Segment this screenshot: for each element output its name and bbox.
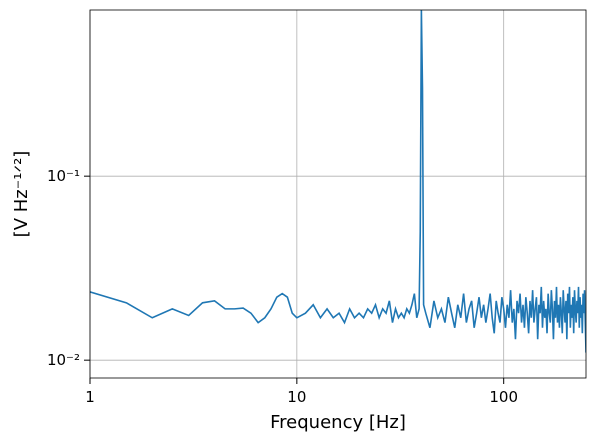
y-axis-label: [V Hz⁻¹ᐟ²] — [11, 151, 32, 238]
x-axis-label: Frequency [Hz] — [270, 412, 406, 433]
plot-frame — [89, 9, 587, 379]
x-tick-label: 100 — [489, 388, 518, 406]
x-tick-label: 1 — [85, 388, 95, 406]
x-tick-label: 10 — [287, 388, 306, 406]
data-line — [90, 10, 586, 353]
y-tick-label: 10⁻¹ — [47, 167, 80, 185]
y-tick-label: 10⁻² — [47, 351, 80, 369]
